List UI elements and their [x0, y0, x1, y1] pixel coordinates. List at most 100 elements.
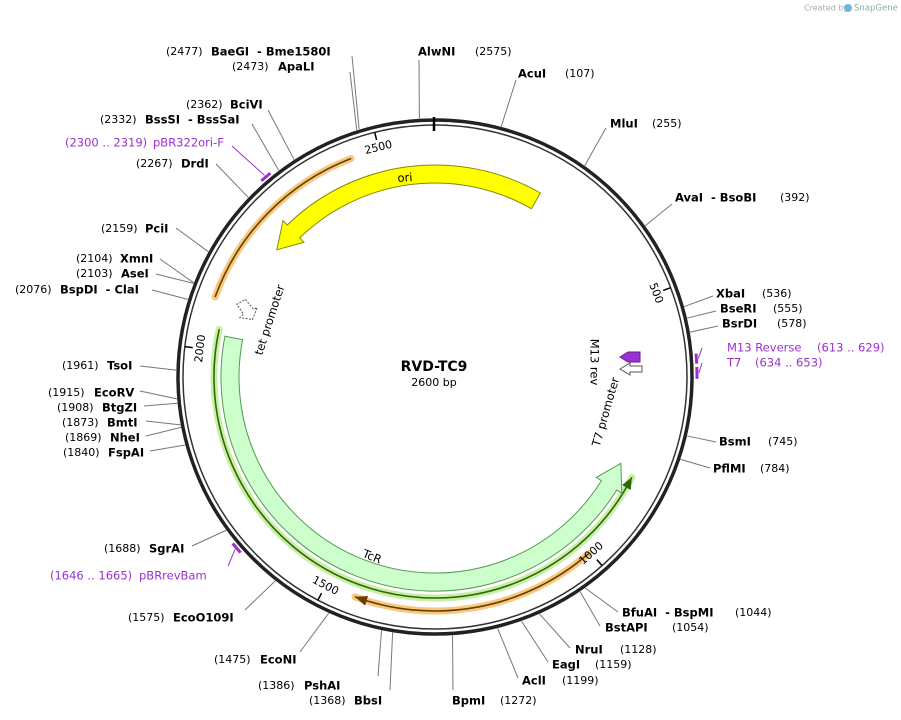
site-line [497, 628, 519, 679]
enzyme-site: (1128) [620, 643, 657, 656]
enzyme-site: (1873) [62, 416, 99, 429]
primer-range: (1646 .. 1665) [50, 569, 132, 583]
site-line [267, 109, 295, 160]
site-line [680, 458, 711, 469]
enzyme-name: XmnI [120, 252, 153, 266]
site-line [251, 123, 280, 171]
enzyme-site: (1368) [309, 694, 346, 707]
primer-range: (2300 .. 2319) [65, 136, 147, 150]
primer-line [231, 145, 265, 176]
enzyme-name: BmtI [107, 416, 138, 430]
enzyme-site: (1386) [258, 679, 295, 692]
enzyme-name: BssSI - BssSaI [145, 113, 240, 127]
orange-arc-top [214, 157, 352, 298]
enzyme-site: (2473) [232, 60, 269, 73]
enzyme-site: (745) [768, 435, 798, 448]
primer-name: pBRrevBam [139, 569, 207, 583]
tick-label: 2000 [192, 334, 208, 363]
site-line [145, 426, 182, 437]
enzyme-site: (2477) [166, 45, 203, 58]
enzyme-name: BsmI [719, 435, 751, 449]
enzyme-name: BaeGI - Bme1580I [211, 45, 331, 59]
enzyme-name: AvaI - BsoBI [675, 191, 756, 205]
primer-range: (634 .. 653) [755, 356, 823, 370]
site-line [159, 258, 195, 284]
primer-range: (613 .. 629) [817, 341, 885, 355]
green-arc [213, 329, 633, 599]
enzyme-site: (578) [777, 317, 807, 330]
enzyme-site: (1840) [63, 446, 100, 459]
primer-site [260, 171, 272, 183]
enzyme-name: EcoO109I [173, 611, 234, 625]
enzyme-name: BseRI [720, 302, 757, 316]
enzyme-site: (1869) [65, 431, 102, 444]
enzyme-site: (2575) [475, 45, 512, 58]
site-line [389, 632, 394, 691]
enzyme-site: (1575) [128, 611, 165, 624]
ori-arrow [276, 164, 542, 251]
enzyme-site: (536) [762, 287, 792, 300]
site-line [351, 55, 360, 130]
enzyme-name: BpmI [452, 694, 485, 708]
enzyme-name: PciI [145, 222, 168, 236]
tick-mark [662, 286, 671, 292]
tick-mark [184, 345, 193, 349]
enzyme-name: PshAI [304, 679, 340, 693]
tick-mark [373, 132, 378, 141]
site-line [684, 295, 714, 308]
enzyme-name: EcoRV [94, 386, 134, 400]
enzyme-name: BspDI - ClaI [60, 283, 139, 297]
site-line [175, 227, 209, 253]
feature-label: M13 rev [588, 339, 602, 386]
primer-name: M13 Reverse [727, 341, 801, 355]
enzyme-name: AcuI [518, 67, 546, 81]
plasmid-length: 2600 bp [411, 376, 456, 389]
enzyme-name: NruI [575, 643, 603, 657]
enzyme-site: (255) [652, 117, 682, 130]
primer-line [697, 347, 703, 359]
enzyme-site: (1915) [48, 386, 85, 399]
tcr-arrow [220, 335, 623, 592]
tick-label: 2500 [363, 138, 393, 157]
enzyme-name: BciVI [230, 98, 263, 112]
enzyme-site: (2076) [15, 283, 52, 296]
enzyme-site: (784) [760, 462, 790, 475]
site-line [143, 402, 178, 407]
enzyme-name: AclI [522, 674, 546, 688]
enzyme-site: (1272) [500, 694, 537, 707]
primer-site [231, 542, 242, 554]
site-line [644, 203, 673, 227]
brand-header: Created by SnapGene [804, 4, 898, 14]
enzyme-name: DrdI [181, 157, 209, 171]
primer-name: pBR322ori-F [153, 136, 224, 150]
site-line [155, 273, 194, 284]
enzyme-site: (2104) [76, 252, 113, 265]
enzyme-name: ApaLI [278, 60, 315, 74]
enzyme-site: (2159) [101, 222, 138, 235]
site-line [689, 325, 719, 333]
site-line [145, 420, 181, 426]
site-line [349, 71, 358, 131]
feature-label: tet promoter [252, 283, 288, 357]
enzyme-name: XbaI [716, 287, 745, 301]
enzyme-site: (1054) [672, 621, 709, 634]
orange-arc-bottom-head [355, 596, 368, 606]
tet-promoter-arrow [236, 298, 259, 321]
site-line [584, 587, 619, 613]
site-line [299, 612, 330, 653]
site-line [191, 529, 227, 547]
enzyme-site: (1199) [562, 674, 599, 687]
m13-arrow [619, 351, 641, 363]
tick-mark [596, 559, 603, 567]
enzyme-site: (2332) [100, 113, 137, 126]
enzyme-name: PflMI [713, 462, 746, 476]
feature-layer [210, 155, 643, 615]
enzyme-name: BfuAI - BspMI [622, 606, 713, 620]
primer-line [227, 549, 236, 567]
enzyme-site: (2362) [186, 98, 223, 111]
enzyme-site: (1961) [62, 359, 99, 372]
enzyme-site: (392) [780, 191, 810, 204]
site-line [244, 580, 276, 611]
site-line [377, 630, 383, 677]
